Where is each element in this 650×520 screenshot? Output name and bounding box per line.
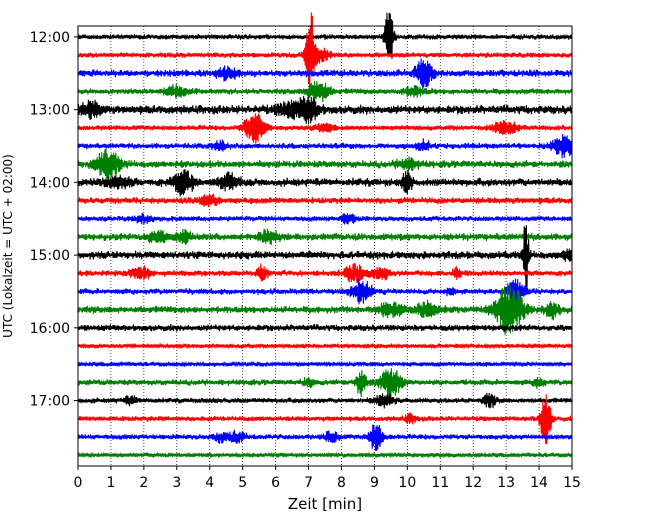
x-tick-label: 4 (205, 475, 214, 491)
x-tick-label: 14 (530, 475, 548, 491)
trace-1730 (77, 424, 573, 451)
trace-1400 (77, 169, 573, 197)
trace-1615 (77, 342, 573, 350)
y-tick-label: 17:00 (30, 394, 70, 410)
x-tick-label: 15 (563, 475, 581, 491)
y-tick-label: 15:00 (30, 248, 70, 264)
trace-1500 (77, 225, 573, 290)
x-tick-label: 13 (497, 475, 515, 491)
x-axis-ticks: 0 1 2 3 4 5 6 7 8 9 10 11 12 13 14 15 (74, 466, 581, 491)
trace-1715 (77, 394, 573, 445)
y-tick-label: 13:00 (30, 103, 70, 119)
trace-1230 (77, 58, 573, 90)
x-tick-label: 1 (106, 475, 115, 491)
x-tick-label: 12 (464, 475, 482, 491)
trace-1545 (77, 282, 573, 335)
x-tick-label: 10 (398, 475, 416, 491)
trace-1315 (77, 113, 573, 144)
trace-1600 (77, 324, 573, 332)
x-axis-label: Zeit [min] (288, 495, 362, 513)
x-tick-label: 8 (337, 475, 346, 491)
plot-frame (78, 26, 572, 466)
x-tick-label: 3 (172, 475, 181, 491)
trace-1345 (77, 147, 573, 181)
x-tick-label: 6 (271, 475, 280, 491)
y-axis-label: UTC (Lokalzeit = UTC + 02:00) (1, 154, 15, 338)
trace-1200 (77, 12, 573, 59)
x-tick-label: 2 (139, 475, 148, 491)
trace-1745 (77, 451, 573, 459)
trace-1530 (77, 278, 573, 307)
seismic-traces (77, 12, 573, 459)
plot-border (77, 25, 573, 467)
y-axis-ticks: 12:00 13:00 14:00 15:00 16:00 17:00 (30, 30, 78, 410)
trace-1300 (77, 95, 573, 125)
y-tick-label: 14:00 (30, 175, 70, 191)
y-tick-label: 16:00 (30, 321, 70, 337)
vertical-gridlines (110, 26, 540, 466)
trace-1330 (77, 134, 573, 159)
x-tick-label: 11 (431, 475, 449, 491)
y-tick-label: 12:00 (30, 30, 70, 46)
x-tick-label: 9 (370, 475, 379, 491)
trace-1700 (77, 392, 573, 409)
x-tick-label: 7 (304, 475, 313, 491)
x-tick-label: 0 (74, 475, 83, 491)
trace-1645 (77, 367, 573, 399)
trace-1630 (77, 360, 573, 368)
trace-1515 (77, 262, 573, 283)
trace-1215 (77, 12, 573, 99)
x-tick-label: 5 (238, 475, 247, 491)
trace-1430 (77, 212, 573, 225)
trace-1415 (77, 193, 573, 208)
trace-1445 (77, 228, 573, 246)
trace-1245 (77, 81, 573, 103)
